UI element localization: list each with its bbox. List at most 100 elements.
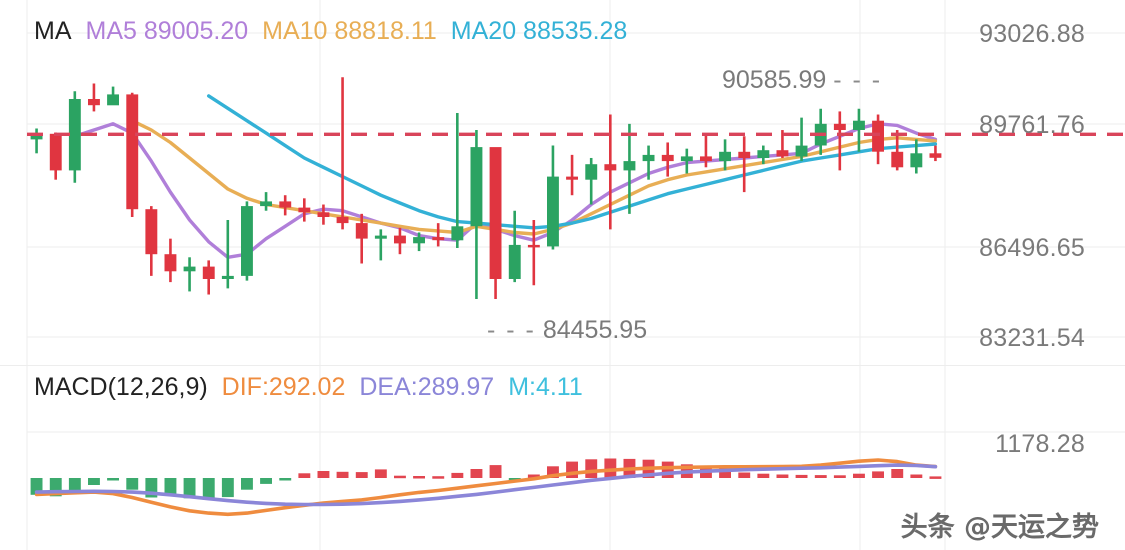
- candle[interactable]: [336, 77, 349, 230]
- candle[interactable]: [853, 108, 865, 152]
- candle[interactable]: [508, 210, 521, 283]
- candle[interactable]: [49, 132, 62, 180]
- candle[interactable]: [489, 147, 502, 300]
- candle-body: [88, 99, 100, 106]
- candle[interactable]: [929, 145, 942, 162]
- macd-histogram-bar: [241, 478, 253, 490]
- candle[interactable]: [317, 204, 330, 225]
- candle-body: [853, 120, 865, 130]
- ma-legend-label: MA: [34, 17, 72, 45]
- macd-line-dif: [34, 458, 938, 517]
- candle[interactable]: [833, 111, 846, 171]
- macd-histogram-bar: [68, 478, 81, 491]
- candle-body: [566, 176, 578, 180]
- candle[interactable]: [757, 145, 770, 165]
- macd-histogram-bar: [853, 473, 865, 478]
- candle-body: [336, 216, 349, 224]
- candle[interactable]: [700, 133, 712, 168]
- candle[interactable]: [661, 142, 674, 177]
- ma-line-ma20: [207, 94, 938, 230]
- candle[interactable]: [107, 86, 119, 106]
- macd-histogram-bar: [891, 469, 904, 478]
- candle[interactable]: [221, 220, 234, 289]
- macd-histogram-bar: [451, 472, 464, 478]
- macd-histogram-bar: [336, 471, 349, 478]
- macd-histogram-bar: [88, 478, 100, 485]
- macd-histogram-bar: [585, 459, 598, 478]
- candle[interactable]: [891, 130, 904, 171]
- candle[interactable]: [413, 232, 425, 252]
- candle[interactable]: [298, 198, 311, 222]
- macd-histogram-bar: [202, 478, 215, 500]
- candle[interactable]: [202, 260, 215, 295]
- candle-body: [661, 154, 674, 162]
- candle-body: [355, 223, 368, 239]
- candle[interactable]: [88, 83, 100, 112]
- macd-histogram-bar: [183, 478, 196, 499]
- candle[interactable]: [604, 114, 617, 230]
- candle-body: [374, 235, 387, 239]
- candle[interactable]: [164, 238, 177, 283]
- candle[interactable]: [355, 213, 368, 264]
- candle[interactable]: [547, 145, 559, 250]
- macd-histogram-bar: [317, 471, 330, 478]
- macd-histogram-bar: [508, 478, 521, 481]
- macd-histogram-bar: [833, 475, 846, 478]
- macd-chart-svg[interactable]: [0, 366, 1125, 550]
- candle[interactable]: [814, 108, 827, 155]
- price-chart-panel[interactable]: [0, 0, 1125, 366]
- candle[interactable]: [623, 123, 636, 214]
- candle[interactable]: [585, 157, 598, 205]
- candle-body: [126, 94, 139, 210]
- candle-body: [260, 201, 272, 207]
- candle[interactable]: [470, 130, 483, 300]
- macd-chart-panel[interactable]: [0, 366, 1125, 550]
- candle-body: [164, 254, 177, 272]
- candle[interactable]: [394, 227, 406, 255]
- period-high-dashes: - - -: [833, 66, 883, 94]
- candle-body: [795, 145, 808, 157]
- candle-body: [833, 123, 846, 130]
- candle[interactable]: [642, 145, 655, 180]
- candle-body: [145, 209, 158, 255]
- candle[interactable]: [910, 139, 923, 174]
- candle[interactable]: [183, 257, 196, 292]
- candle[interactable]: [795, 117, 808, 162]
- dif-legend-item: DIF:292.02: [221, 373, 346, 401]
- macd-histogram-bar: [107, 478, 119, 481]
- candle-body: [394, 235, 406, 244]
- candle[interactable]: [738, 136, 751, 193]
- macd-histogram-bar: [527, 474, 540, 478]
- candle-body: [604, 164, 617, 171]
- candle[interactable]: [719, 139, 731, 171]
- macd-histogram-bar: [49, 478, 62, 497]
- candle[interactable]: [145, 206, 158, 276]
- candle[interactable]: [566, 154, 578, 196]
- candle[interactable]: [30, 128, 43, 154]
- candle-body: [623, 161, 636, 171]
- candle[interactable]: [872, 114, 884, 165]
- candle[interactable]: [451, 112, 464, 248]
- macd-histogram-bar: [298, 473, 311, 478]
- candle[interactable]: [279, 195, 292, 216]
- candle-body: [202, 266, 215, 279]
- macd-histogram-bar: [547, 466, 559, 478]
- candle[interactable]: [241, 201, 253, 281]
- m-legend-item: M:4.11: [508, 373, 583, 401]
- candle[interactable]: [680, 148, 693, 174]
- candle-body: [30, 133, 43, 140]
- candle[interactable]: [260, 192, 272, 211]
- candle[interactable]: [68, 91, 81, 183]
- macd-line-dea: [34, 463, 938, 507]
- candle-body: [738, 151, 751, 158]
- ma-line-ma5: [73, 122, 938, 259]
- candle[interactable]: [432, 223, 445, 247]
- price-chart-svg[interactable]: [0, 0, 1125, 366]
- candle[interactable]: [527, 220, 540, 286]
- candle[interactable]: [126, 92, 139, 217]
- candle[interactable]: [374, 229, 387, 261]
- macd-histogram-bar: [470, 469, 483, 478]
- candle-body: [929, 153, 942, 158]
- candle[interactable]: [776, 130, 789, 158]
- candle-body: [910, 153, 923, 168]
